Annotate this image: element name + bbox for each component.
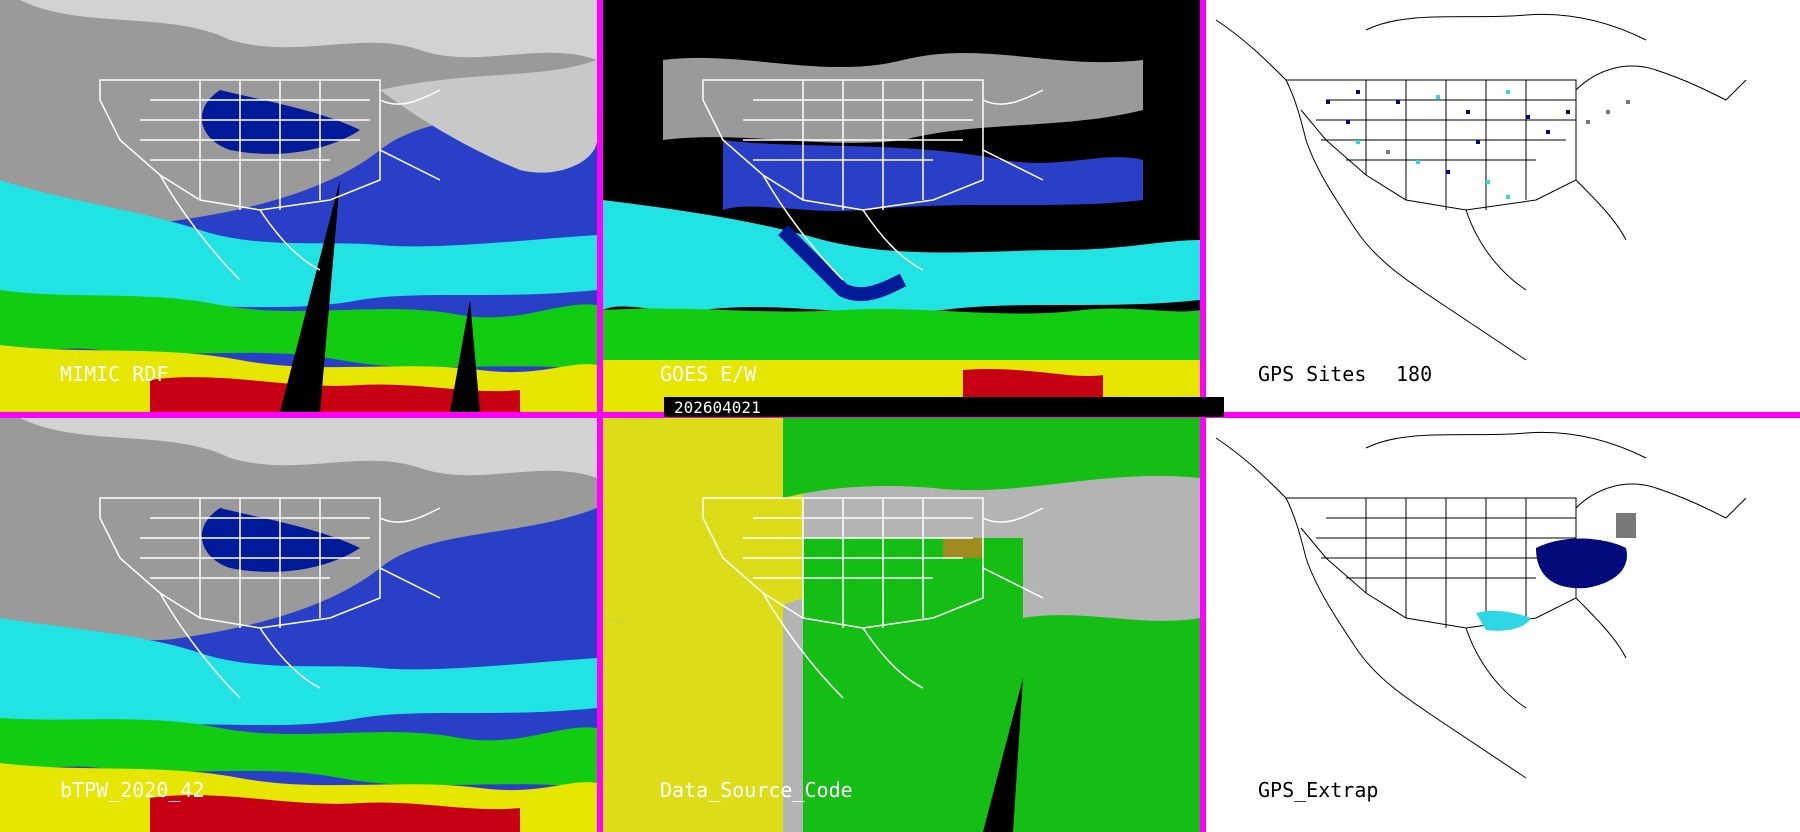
panel-title: GPS_Extrap — [1258, 778, 1379, 802]
panel-title: bTPW_2020_42 — [60, 778, 205, 802]
panel-gps-sites: GPS Sites 180 — [1206, 0, 1800, 412]
btpw-imagery — [0, 418, 597, 832]
site-count: 180 — [1396, 362, 1433, 386]
timestamp: 202604021 — [674, 398, 761, 417]
timestamp-bar: 202604021 — [664, 397, 1224, 417]
tpw-imagery — [0, 0, 597, 412]
data-source-imagery — [603, 418, 1200, 832]
panel-goes-ew: GOES E/W — [603, 0, 1200, 412]
panel-title: Data_Source_Code — [660, 778, 853, 802]
goes-imagery — [603, 0, 1200, 412]
gps-sites-map — [1206, 0, 1800, 412]
panel-title: GPS Sites — [1258, 362, 1367, 386]
panel-btpw: bTPW_2020_42 — [0, 418, 597, 832]
gps-site-markers — [1326, 90, 1630, 199]
gps-extrap-map — [1206, 418, 1800, 832]
panel-data-source: Data_Source_Code — [603, 418, 1200, 832]
panel-mimic-rdf: MIMIC RDF — [0, 0, 597, 412]
panel-title: MIMIC RDF — [60, 362, 169, 386]
panel-gps-extrap: GPS_Extrap — [1206, 418, 1800, 832]
panel-title: GOES E/W — [660, 362, 757, 386]
